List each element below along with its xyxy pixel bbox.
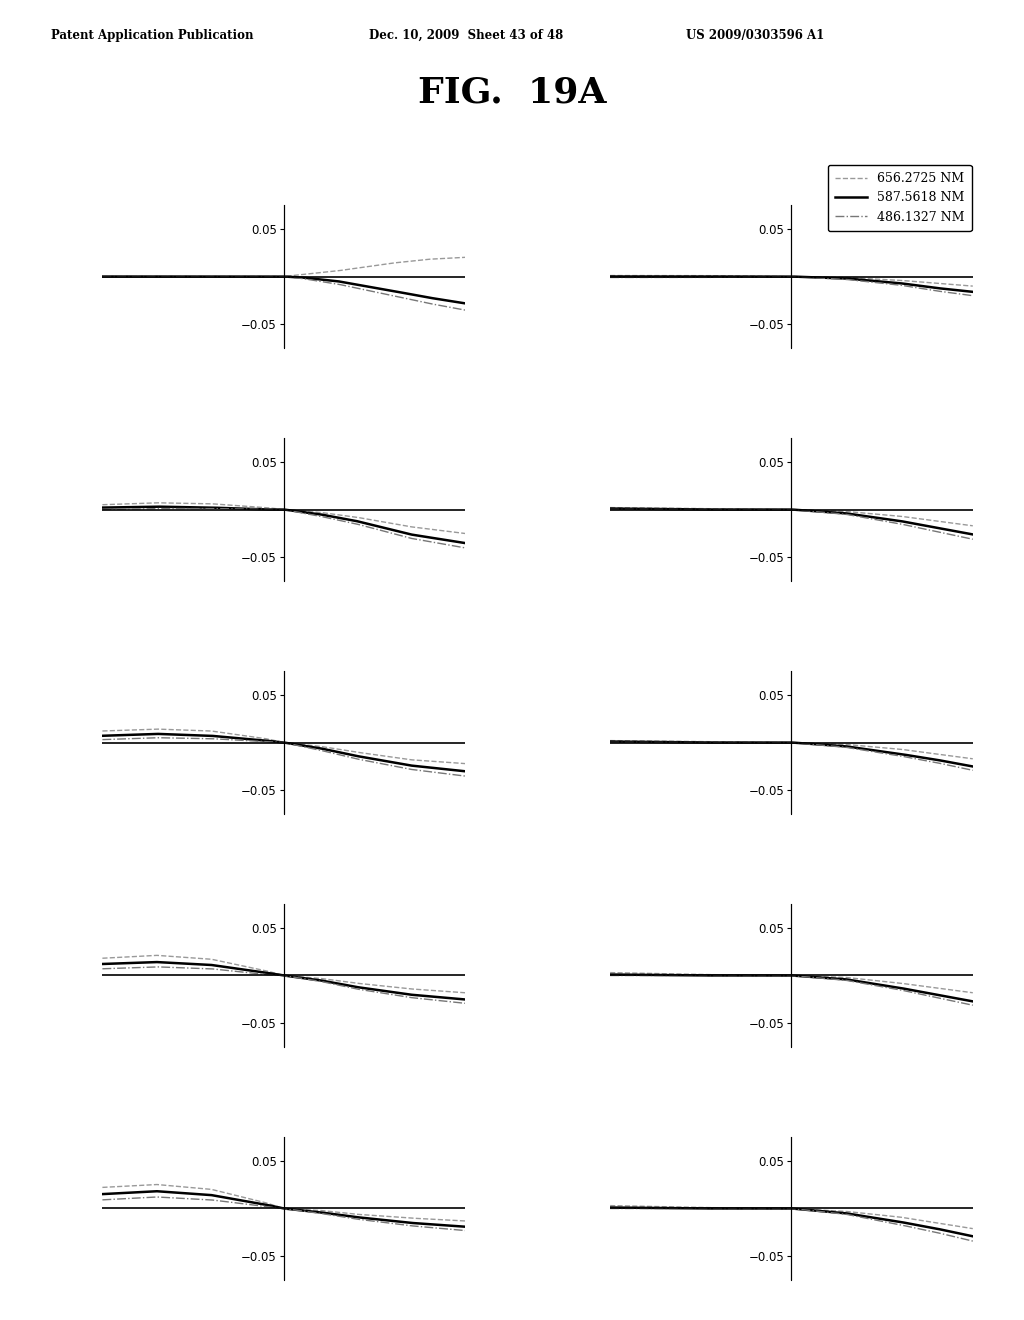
Text: Patent Application Publication: Patent Application Publication <box>51 29 254 42</box>
Text: FIG.  19A: FIG. 19A <box>418 75 606 110</box>
Legend: 656.2725 NM, 587.5618 NM, 486.1327 NM: 656.2725 NM, 587.5618 NM, 486.1327 NM <box>828 165 972 231</box>
Text: US 2009/0303596 A1: US 2009/0303596 A1 <box>686 29 824 42</box>
Text: Dec. 10, 2009  Sheet 43 of 48: Dec. 10, 2009 Sheet 43 of 48 <box>369 29 563 42</box>
